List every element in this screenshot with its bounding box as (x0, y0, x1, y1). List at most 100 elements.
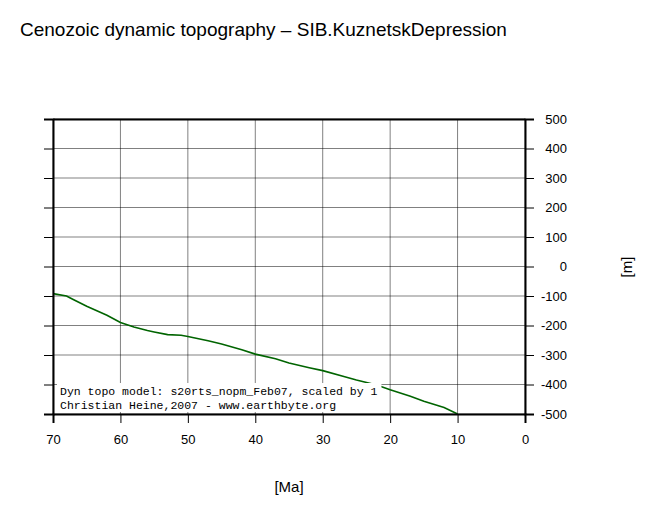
tick-mark (525, 296, 534, 297)
tick-mark (525, 237, 534, 238)
tick (44, 149, 53, 150)
tick: 40 (249, 414, 263, 447)
tick-mark (525, 208, 534, 209)
tick-label: 60 (114, 432, 128, 447)
tick-label: -100 (541, 289, 567, 304)
tick: 200 (525, 200, 567, 215)
grid-line-y (53, 296, 525, 297)
tick-mark (120, 414, 121, 423)
grid-line-y (53, 325, 525, 326)
tick-mark (44, 237, 53, 238)
tick-mark (525, 267, 534, 268)
tick-mark (525, 178, 534, 179)
tick-label: 200 (545, 200, 567, 215)
tick (44, 326, 53, 327)
tick-mark (525, 149, 534, 150)
tick-mark (44, 267, 53, 268)
x-axis-top (54, 119, 526, 121)
tick: 10 (451, 414, 465, 447)
tick (44, 355, 53, 356)
tick-label: -300 (541, 348, 567, 363)
tick-mark (44, 355, 53, 356)
tick-mark (525, 385, 534, 386)
tick-mark (44, 414, 53, 415)
tick-label: -200 (541, 318, 567, 333)
tick-mark (44, 149, 53, 150)
tick: -200 (525, 318, 567, 333)
tick: -300 (525, 348, 567, 363)
tick-mark (390, 414, 391, 423)
tick: 400 (525, 141, 567, 156)
tick-mark (255, 414, 256, 423)
tick-mark (458, 414, 459, 423)
tick-label: 0 (522, 432, 529, 447)
grid-line-y (53, 355, 525, 356)
axis-line (526, 120, 535, 415)
plot-area (53, 294, 458, 414)
grid-line-y (53, 266, 525, 267)
y-axis-title: [m] (618, 257, 635, 278)
tick: 0 (522, 414, 529, 447)
tick: -100 (525, 289, 567, 304)
tick: 500 (525, 112, 567, 127)
tick: 100 (525, 230, 567, 245)
grid-line-y (53, 178, 525, 179)
tick-label: 400 (545, 141, 567, 156)
axis-line (44, 120, 54, 415)
annotation-text: Dyn topo model: s20rts_nopm_Feb07, scale… (60, 385, 378, 398)
tick-mark (525, 326, 534, 327)
tick-mark (44, 385, 53, 386)
tick: -400 (525, 377, 567, 392)
grid-line-y (53, 148, 525, 149)
tick (44, 414, 53, 415)
tick-label: -500 (541, 407, 567, 422)
axis-line (54, 119, 526, 121)
tick-label: 70 (46, 432, 60, 447)
axis-line (54, 415, 526, 424)
title: Cenozoic dynamic topography – SIB.Kuznet… (20, 19, 507, 40)
x-axis-title: [Ma] (274, 478, 303, 495)
y-axis-left (44, 120, 54, 415)
tick-label: 100 (545, 230, 567, 245)
grid (53, 119, 525, 414)
tick (44, 385, 53, 386)
y-axis: -500 -400 -300 -200 -100 0 100 200 300 400 500 (525, 112, 567, 422)
annotation-box (57, 383, 381, 412)
tick-mark (44, 208, 53, 209)
grid-line-y (53, 207, 525, 208)
grid-line-y (53, 237, 525, 238)
grid-line-y (53, 119, 525, 120)
tick: 300 (525, 171, 567, 186)
tick-label: -400 (541, 377, 567, 392)
data-line (53, 294, 458, 414)
tick-label: 30 (316, 432, 330, 447)
tick-mark (188, 414, 189, 423)
x-axis: 70 60 50 40 30 20 10 0 (46, 414, 529, 447)
tick-mark (323, 414, 324, 423)
tick-label: 20 (383, 432, 397, 447)
tick-mark (44, 178, 53, 179)
tick: 20 (383, 414, 397, 447)
tick-mark (525, 119, 534, 120)
tick: 30 (316, 414, 330, 447)
tick-mark (525, 414, 534, 415)
tick (44, 178, 53, 179)
tick-label: 300 (545, 171, 567, 186)
tick-label: 50 (181, 432, 195, 447)
tick-label: 40 (249, 432, 263, 447)
tick: 50 (181, 414, 195, 447)
tick-mark (44, 326, 53, 327)
tick: 0 (525, 259, 567, 274)
tick-label: 10 (451, 432, 465, 447)
tick-label: 0 (560, 259, 567, 274)
tick-mark (525, 355, 534, 356)
tick-label: 500 (545, 112, 567, 127)
annotation-text: Christian Heine,2007 - www.earthbyte.org (60, 399, 336, 412)
tick (44, 267, 53, 268)
tick (44, 296, 53, 297)
tick (44, 119, 53, 120)
tick: 70 (46, 414, 60, 447)
tick-mark (44, 296, 53, 297)
tick (44, 237, 53, 238)
annotation: Dyn topo model: s20rts_nopm_Feb07, scale… (57, 383, 381, 412)
